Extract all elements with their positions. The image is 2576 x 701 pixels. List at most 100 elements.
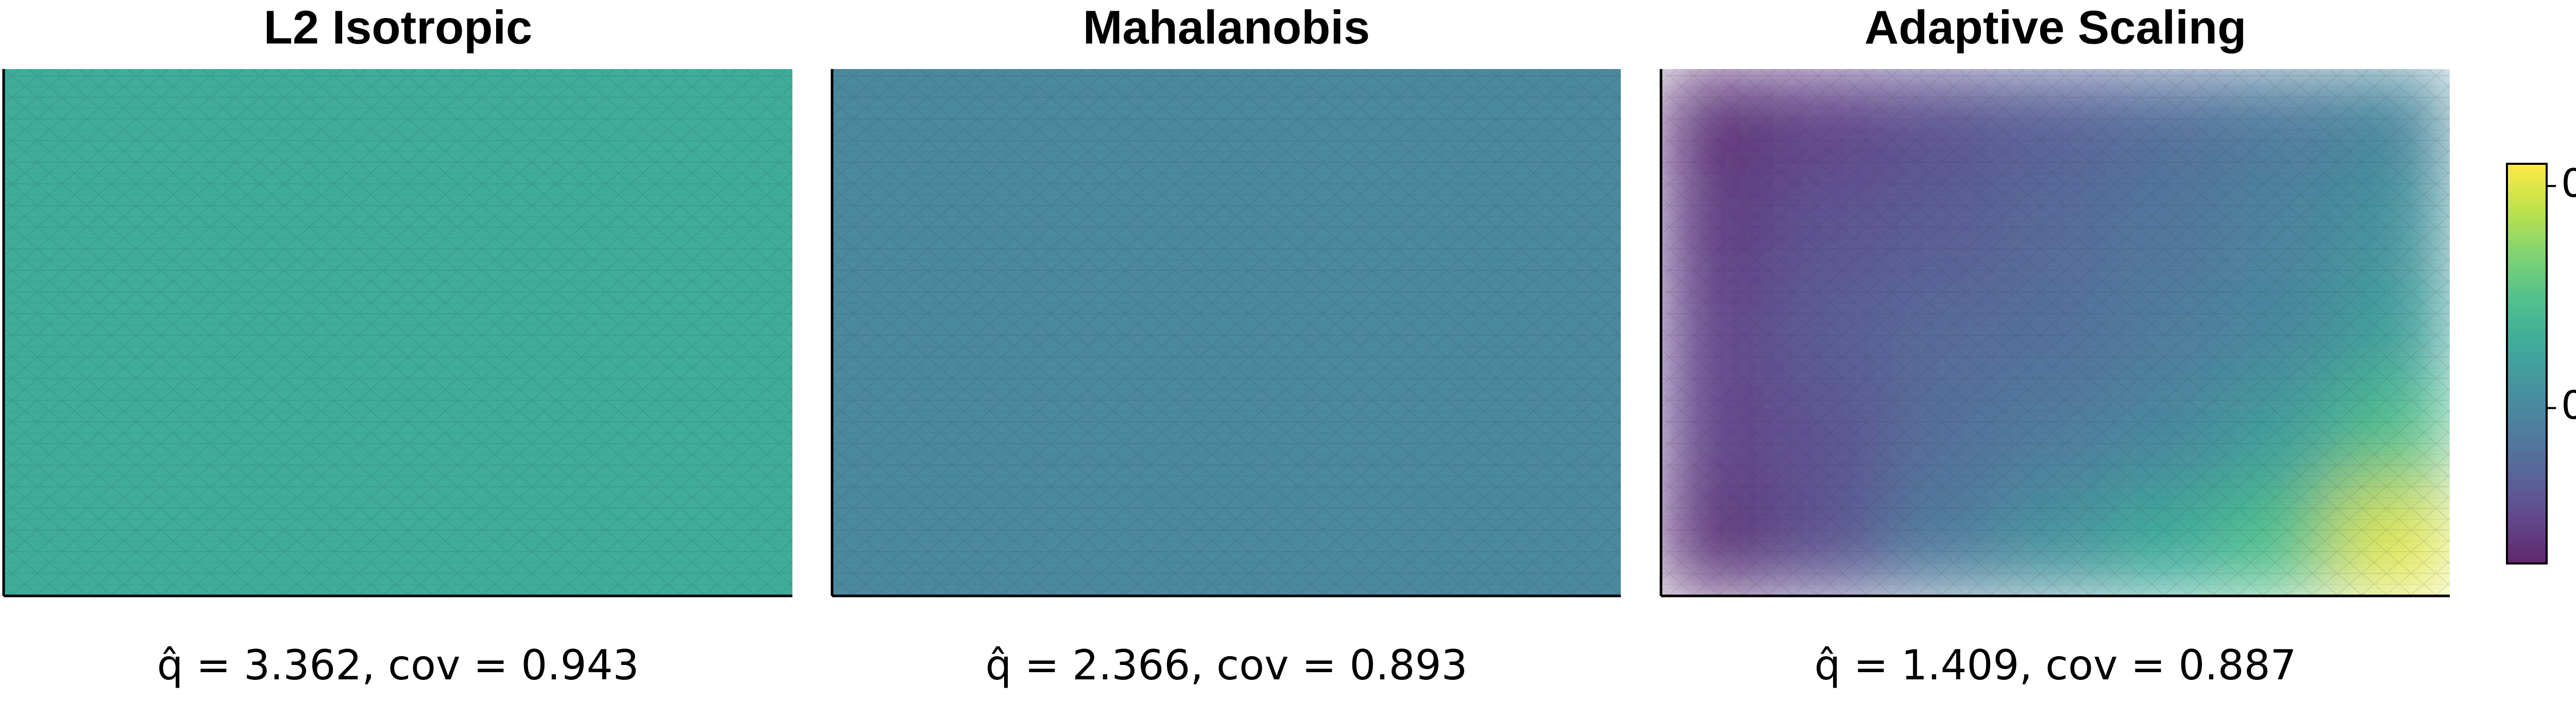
colorbar-step — [2507, 390, 2547, 395]
colorbar-step — [2507, 297, 2547, 301]
panel-caption: q̂ = 1.409, cov = 0.887 — [1815, 641, 2297, 689]
colorbar-step — [2507, 410, 2547, 414]
colorbar-step — [2507, 487, 2547, 491]
colorbar-step — [2507, 523, 2547, 527]
colorbar-step — [2507, 497, 2547, 501]
colorbar-step — [2507, 443, 2547, 448]
colorbar-step — [2507, 364, 2547, 368]
colorbar-step — [2507, 367, 2547, 371]
colorbar-step — [2507, 283, 2547, 288]
colorbar-step — [2507, 214, 2547, 218]
colorbar-step — [2507, 177, 2547, 181]
colorbar-step — [2507, 430, 2547, 434]
colorbar-step — [2507, 294, 2547, 298]
colorbar-step — [2507, 370, 2547, 374]
mesh — [832, 69, 1621, 596]
colorbar-step — [2507, 480, 2547, 484]
colorbar-step — [2507, 553, 2547, 558]
colorbar-step — [2507, 520, 2547, 524]
colorbar-step — [2507, 210, 2547, 214]
colorbar-step — [2507, 407, 2547, 411]
colorbar-step — [2507, 387, 2547, 391]
colorbar-step — [2507, 307, 2547, 311]
colorbar-step — [2507, 357, 2547, 361]
colorbar-step — [2507, 557, 2547, 561]
colorbar-step — [2507, 537, 2547, 541]
colorbar-step — [2507, 200, 2547, 204]
colorbar-step — [2507, 517, 2547, 521]
colorbar-step — [2507, 433, 2547, 438]
colorbar-step — [2507, 167, 2547, 171]
colorbar-step — [2507, 543, 2547, 548]
colorbar-step — [2507, 187, 2547, 191]
colorbar-step — [2507, 447, 2547, 451]
colorbar-step — [2507, 203, 2547, 208]
colorbar-step — [2507, 300, 2547, 304]
colorbar-step — [2507, 394, 2547, 398]
colorbar-step — [2507, 437, 2547, 441]
colorbar-step — [2507, 217, 2547, 221]
colorbar-step — [2507, 183, 2547, 188]
colorbar-step — [2507, 423, 2547, 428]
colorbar-frame — [2506, 163, 2548, 565]
colorbar-step — [2507, 310, 2547, 314]
colorbar-step — [2507, 220, 2547, 225]
colorbar-step — [2507, 383, 2547, 388]
colorbar-step — [2507, 540, 2547, 544]
colorbar-step — [2507, 420, 2547, 424]
heatmap-field — [4, 69, 792, 596]
colorbar-step — [2507, 194, 2547, 198]
colorbar-step — [2507, 233, 2547, 238]
colorbar-step — [2507, 260, 2547, 264]
colorbar-step — [2507, 320, 2547, 324]
colorbar-step — [2507, 253, 2547, 258]
mesh — [1661, 69, 2450, 596]
colorbar-step — [2507, 510, 2547, 514]
colorbar-step — [2507, 287, 2547, 291]
colorbar-step — [2507, 526, 2547, 531]
colorbar-step — [2507, 240, 2547, 245]
colorbar-step — [2507, 170, 2547, 175]
colorbar-step — [2507, 333, 2547, 338]
colorbar-step — [2507, 373, 2547, 378]
colorbar-tick-label: 0.1 — [2561, 382, 2576, 428]
colorbar-step — [2507, 327, 2547, 331]
colorbar-step — [2507, 440, 2547, 444]
colorbar-step — [2507, 280, 2547, 284]
heatmap-field — [832, 69, 1621, 596]
colorbar-step — [2507, 197, 2547, 201]
colorbar-step — [2507, 347, 2547, 351]
colorbar-step — [2507, 450, 2547, 454]
colorbar-step — [2507, 237, 2547, 241]
colorbar-step — [2507, 493, 2547, 498]
colorbar-step — [2507, 476, 2547, 481]
colorbar-step — [2507, 180, 2547, 184]
colorbar-step — [2507, 360, 2547, 364]
colorbar-step — [2507, 224, 2547, 228]
colorbar-step — [2507, 460, 2547, 464]
colorbar-step — [2507, 207, 2547, 211]
panel-title: L2 Isotropic — [264, 1, 532, 54]
colorbar-step — [2507, 500, 2547, 504]
colorbar-step — [2507, 337, 2547, 341]
colorbar-step — [2507, 344, 2547, 348]
colorbar-step — [2507, 377, 2547, 381]
colorbar-step — [2507, 467, 2547, 471]
colorbar-step — [2507, 414, 2547, 418]
colorbar-step — [2507, 350, 2547, 354]
colorbar-step — [2507, 270, 2547, 275]
colorbar-step — [2507, 190, 2547, 195]
colorbar-step — [2507, 227, 2547, 231]
colorbar-step — [2507, 473, 2547, 477]
colorbar-step — [2507, 417, 2547, 421]
colorbar-tick-label: 0.2 — [2561, 160, 2576, 206]
colorbar-step — [2507, 470, 2547, 474]
colorbar-step — [2507, 403, 2547, 408]
colorbar-step — [2507, 426, 2547, 431]
colorbar-step — [2507, 464, 2547, 468]
colorbar-step — [2507, 290, 2547, 295]
colorbar-step — [2507, 164, 2547, 168]
colorbar-step — [2507, 530, 2547, 534]
colorbar-step — [2507, 323, 2547, 328]
